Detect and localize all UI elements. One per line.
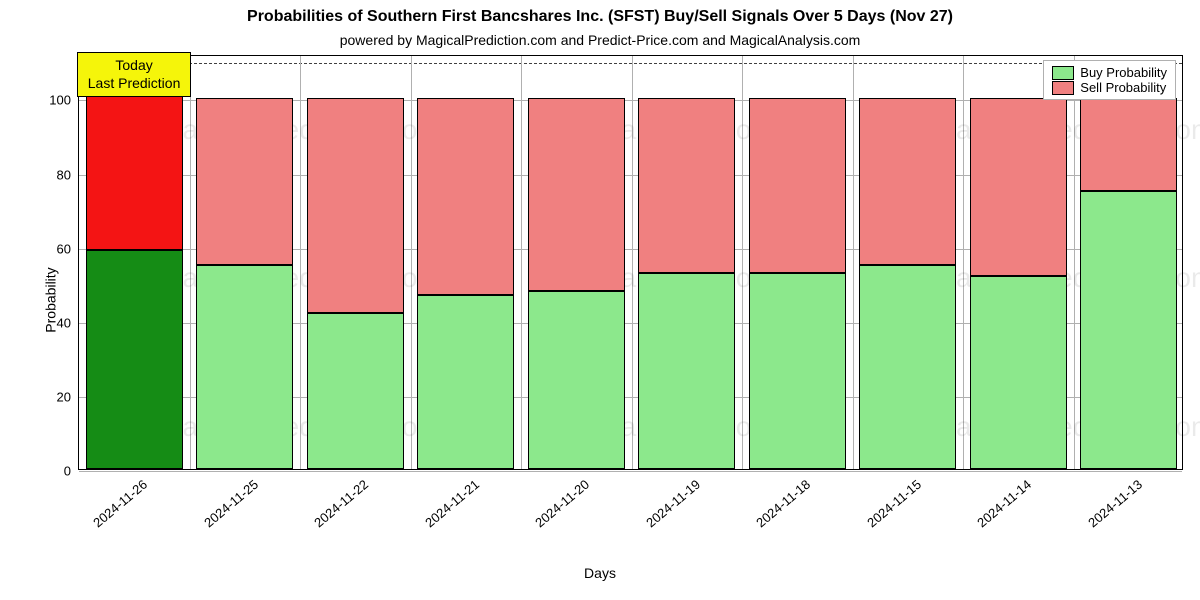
bar-group [528, 54, 625, 469]
ytick-label: 40 [57, 315, 79, 330]
bar-sell [417, 98, 514, 294]
ytick-label: 20 [57, 389, 79, 404]
bar-group [196, 54, 293, 469]
xtick-label: 2024-11-18 [747, 469, 813, 530]
chart-title: Probabilities of Southern First Bancshar… [0, 8, 1200, 26]
ytick-label: 0 [64, 464, 79, 479]
legend-swatch [1052, 81, 1074, 95]
bar-group [1080, 54, 1177, 469]
bar-buy [749, 273, 846, 469]
legend-item: Buy Probability [1052, 65, 1167, 80]
xtick-label: 2024-11-26 [84, 469, 150, 530]
legend-label: Buy Probability [1080, 65, 1167, 80]
ytick-label: 60 [57, 241, 79, 256]
bar-sell [307, 98, 404, 313]
chart-subtitle: powered by MagicalPrediction.com and Pre… [0, 32, 1200, 48]
bar-group [307, 54, 404, 469]
xtick-label: 2024-11-21 [416, 469, 482, 530]
bar-buy [1080, 191, 1177, 469]
xtick-label: 2024-11-13 [1079, 469, 1145, 530]
gridline-v [963, 56, 964, 469]
plot-area: 020406080100MagicalPrediction.comMagical… [78, 55, 1183, 470]
legend: Buy ProbabilitySell Probability [1043, 60, 1176, 100]
chart-container: Probabilities of Southern First Bancshar… [0, 0, 1200, 600]
bar-sell [970, 98, 1067, 276]
legend-item: Sell Probability [1052, 80, 1167, 95]
bar-buy [528, 291, 625, 469]
bar-sell [638, 98, 735, 272]
bar-buy [859, 265, 956, 469]
gridline-v [190, 56, 191, 469]
xtick-label: 2024-11-22 [305, 469, 371, 530]
bar-buy [970, 276, 1067, 469]
bar-group [970, 54, 1067, 469]
bar-sell [749, 98, 846, 272]
xtick-label: 2024-11-20 [526, 469, 592, 530]
legend-swatch [1052, 66, 1074, 80]
legend-label: Sell Probability [1080, 80, 1166, 95]
bar-buy [307, 313, 404, 469]
xtick-label: 2024-11-25 [195, 469, 261, 530]
bar-buy [417, 295, 514, 469]
bar-buy [196, 265, 293, 469]
annotation-line2: Last Prediction [88, 75, 181, 93]
bar-group [749, 54, 846, 469]
gridline-v [632, 56, 633, 469]
xtick-label: 2024-11-19 [637, 469, 703, 530]
gridline-v [411, 56, 412, 469]
bar-sell [196, 98, 293, 265]
x-axis-label: Days [0, 565, 1200, 581]
annotation-line1: Today [88, 57, 181, 75]
gridline-v [742, 56, 743, 469]
gridline-v [521, 56, 522, 469]
bar-buy [86, 250, 183, 469]
bar-sell [859, 98, 956, 265]
ytick-label: 80 [57, 167, 79, 182]
bar-group [417, 54, 514, 469]
bar-buy [638, 273, 735, 469]
y-axis-label: Probability [43, 267, 59, 332]
bar-group [638, 54, 735, 469]
bar-group [86, 54, 183, 469]
bar-sell [528, 98, 625, 291]
gridline-v [853, 56, 854, 469]
bar-sell [1080, 98, 1177, 191]
bar-group [859, 54, 956, 469]
xtick-label: 2024-11-15 [858, 469, 924, 530]
today-annotation: TodayLast Prediction [77, 52, 192, 97]
xtick-label: 2024-11-14 [968, 469, 1034, 530]
gridline-v [1074, 56, 1075, 469]
ytick-label: 100 [49, 93, 79, 108]
gridline-v [300, 56, 301, 469]
